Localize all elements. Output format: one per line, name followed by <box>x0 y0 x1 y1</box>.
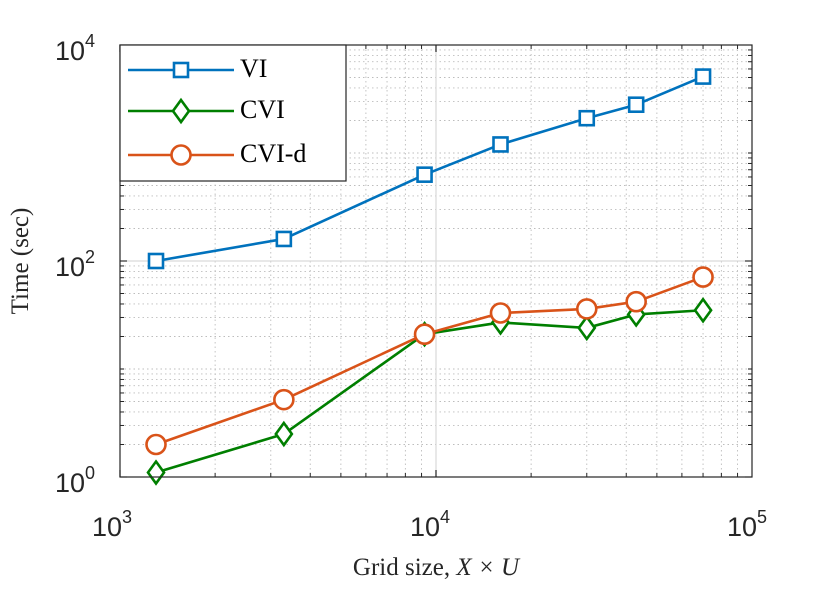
x-tick-labels: 103 104 105 <box>92 507 767 542</box>
grid-major <box>120 45 752 477</box>
legend-entries <box>128 61 234 166</box>
legend-label: VI <box>240 54 267 83</box>
series-vi <box>147 68 712 270</box>
x-tick-label: 104 <box>410 507 450 542</box>
data-point <box>693 297 713 324</box>
series-cvi-d <box>145 266 714 456</box>
data-point <box>413 323 436 346</box>
data-point <box>694 68 712 85</box>
x-tick-label: 103 <box>92 507 132 542</box>
data-point <box>692 266 714 288</box>
data-point <box>145 433 167 456</box>
legend-label: CVI-d <box>240 139 306 168</box>
data-point <box>625 290 647 313</box>
data-point <box>274 420 294 448</box>
data-point <box>275 230 293 248</box>
data-point <box>577 314 597 342</box>
legend-marker-cvi <box>171 97 191 125</box>
data-point <box>578 109 596 127</box>
y-tick-label: 100 <box>55 463 95 498</box>
data-point <box>416 166 433 183</box>
data-point <box>146 459 166 486</box>
data-point <box>273 388 295 411</box>
data-point <box>627 96 645 114</box>
data-point <box>575 298 598 320</box>
data-point <box>492 136 509 153</box>
y-tick-label: 104 <box>55 31 95 66</box>
legend-box <box>119 44 347 182</box>
legend-marker-vi <box>172 61 190 79</box>
y-tick-labels: 100 102 104 <box>55 31 95 498</box>
series-layer <box>145 68 714 486</box>
y-tick-label: 102 <box>55 247 95 282</box>
data-point <box>489 302 512 324</box>
legend: VI CVI CVI-d <box>119 44 347 182</box>
data-point <box>147 252 165 270</box>
legend-label: CVI <box>240 95 285 124</box>
y-axis-title: Time (sec) <box>7 208 34 315</box>
legend-marker-cvi-d <box>170 144 192 166</box>
x-axis-title: Grid size, X × U <box>353 554 521 581</box>
x-tick-label: 105 <box>727 507 767 542</box>
